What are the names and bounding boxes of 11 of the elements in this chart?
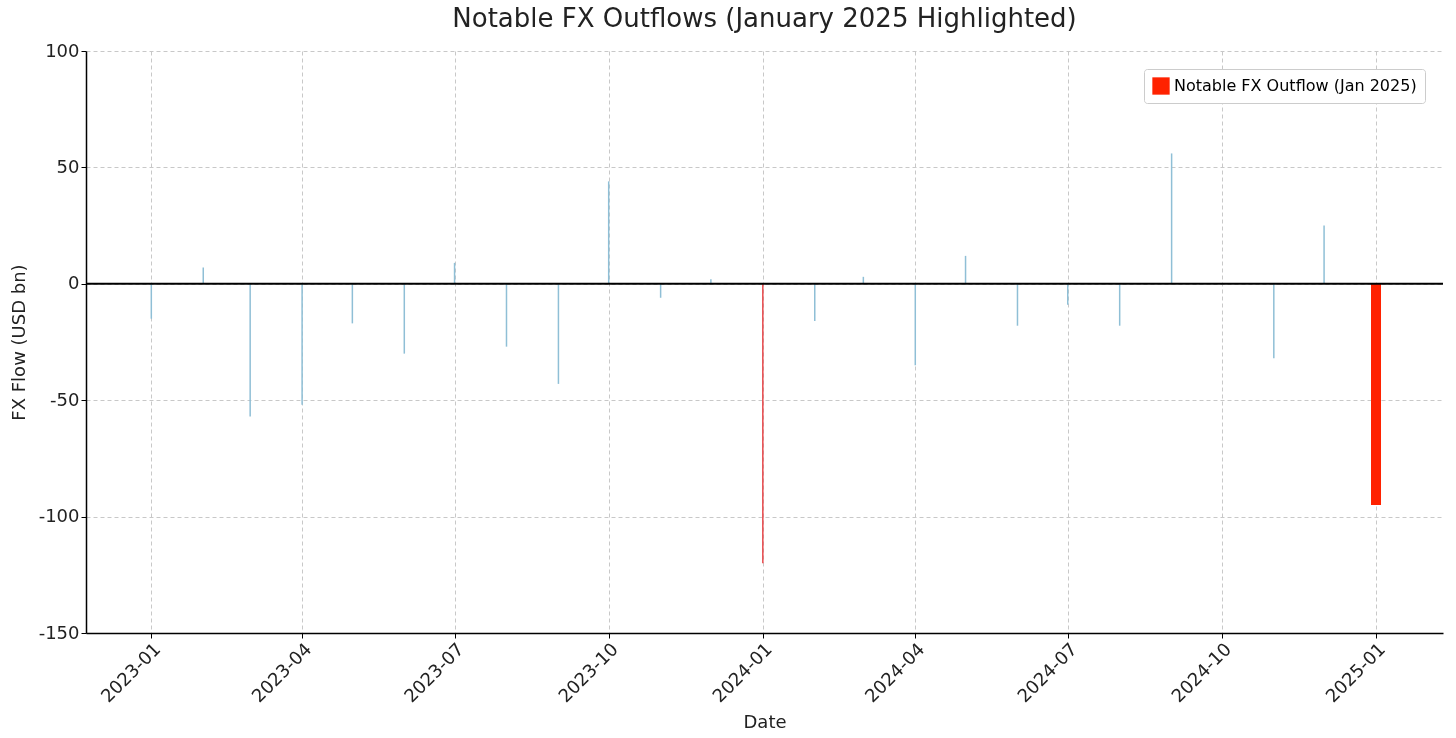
y-axis-title: FX Flow (USD bn) <box>7 264 29 421</box>
y-tick-label: 0 <box>68 272 80 294</box>
y-tick-label: 100 <box>45 39 80 61</box>
y-tick-label: -50 <box>50 388 80 410</box>
y-tick-label: 50 <box>56 155 80 177</box>
chart-title: Notable FX Outflows (January 2025 Highlighted) <box>452 3 1077 33</box>
legend-label: Notable FX Outflow (Jan 2025) <box>1174 76 1417 95</box>
bar <box>1371 283 1382 505</box>
y-tick-label: -150 <box>38 621 80 643</box>
x-axis-title: Date <box>743 711 787 733</box>
y-tick-label: -100 <box>38 505 80 527</box>
